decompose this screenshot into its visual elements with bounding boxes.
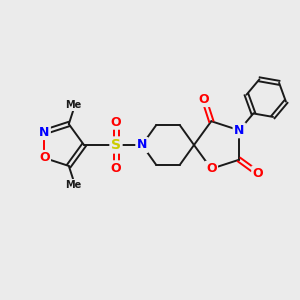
Text: N: N <box>137 139 147 152</box>
Text: O: O <box>253 167 263 180</box>
Text: Me: Me <box>66 100 82 110</box>
Text: O: O <box>206 162 217 175</box>
Text: N: N <box>234 124 244 137</box>
Text: O: O <box>111 116 121 128</box>
Text: Me: Me <box>66 180 82 190</box>
Text: O: O <box>39 152 50 164</box>
Text: O: O <box>199 93 209 106</box>
Text: O: O <box>111 161 121 175</box>
Text: N: N <box>39 126 50 139</box>
Text: S: S <box>111 138 121 152</box>
